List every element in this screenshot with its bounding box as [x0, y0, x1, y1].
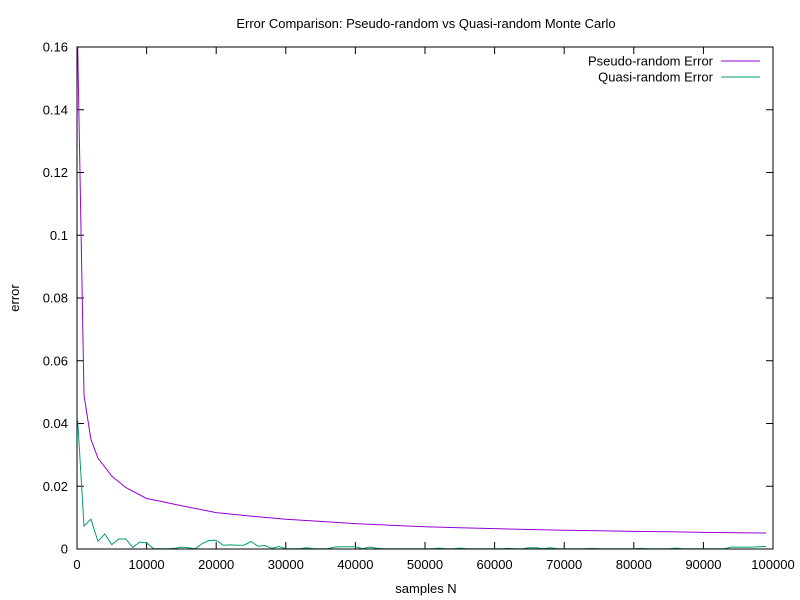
x-tick-label: 90000: [685, 557, 721, 572]
x-axis-label: samples N: [395, 581, 456, 596]
plot-frame: [76, 46, 774, 550]
legend-label-1: Quasi-random Error: [598, 70, 714, 85]
x-tick-label: 100000: [751, 557, 794, 572]
y-tick-label: 0.14: [43, 102, 68, 117]
x-tick-label: 0: [73, 557, 80, 572]
y-axis-label: error: [7, 284, 22, 312]
x-tick-label: 70000: [546, 557, 582, 572]
y-tick-label: 0.04: [43, 416, 68, 431]
chart-title: Error Comparison: Pseudo-random vs Quasi…: [236, 16, 615, 31]
axes: 0 10000 20000 30000 40000 50000 60000 70000 8000…: [43, 40, 795, 573]
y-tick-label: 0.12: [43, 165, 68, 180]
x-tick-label: 10000: [129, 557, 165, 572]
x-tick-label: 50000: [407, 557, 443, 572]
y-tick-label: 0.08: [43, 291, 68, 306]
y-tick-label: 0.16: [43, 40, 68, 55]
y-tick-label: 0: [61, 542, 68, 557]
x-tick-label: 60000: [477, 557, 513, 572]
x-tick-label: 30000: [268, 557, 304, 572]
y-tick-label: 0.1: [50, 228, 68, 243]
series-layer: [77, 46, 767, 550]
y-tick-label: 0.02: [43, 479, 68, 494]
x-tick-label: 80000: [616, 557, 652, 572]
legend-label-0: Pseudo-random Error: [588, 54, 714, 69]
x-tick-label: 40000: [337, 557, 373, 572]
series-line-1: [77, 420, 767, 550]
y-tick-label: 0.06: [43, 353, 68, 368]
x-tick-label: 20000: [198, 557, 234, 572]
series-line-0: [77, 46, 767, 534]
